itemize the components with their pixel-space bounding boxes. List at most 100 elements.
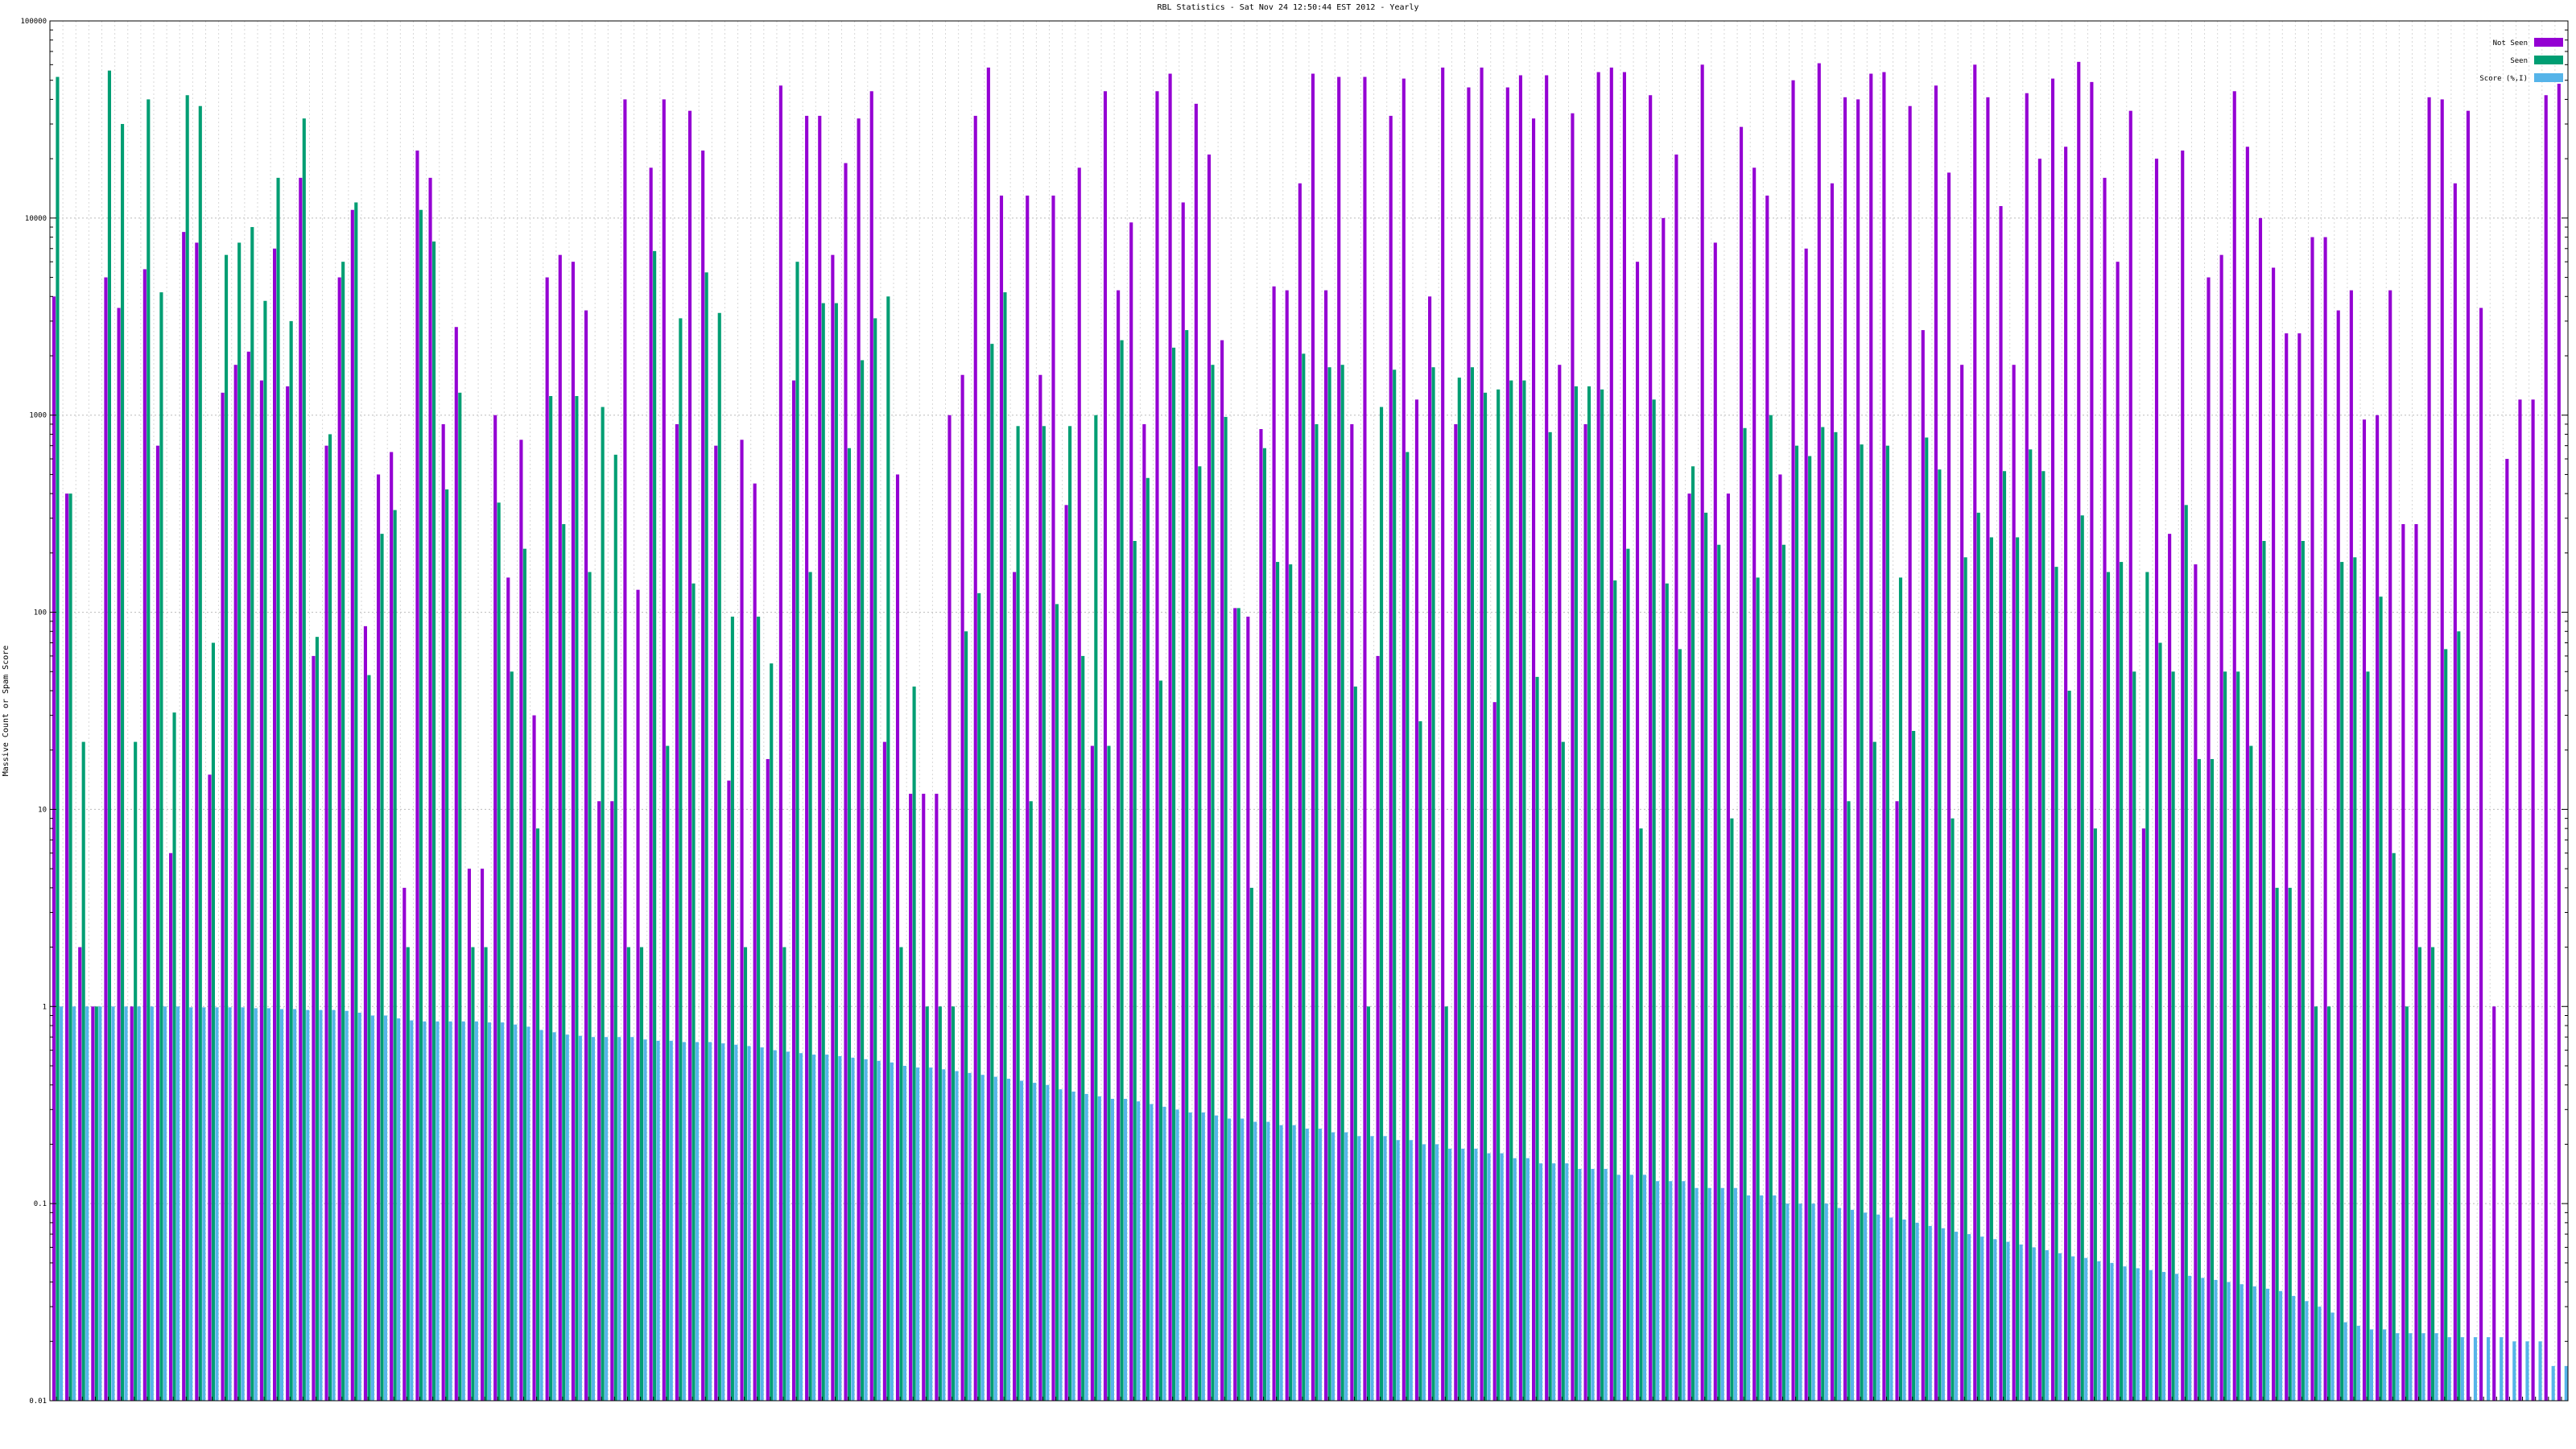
- bar-score: [643, 1039, 647, 1401]
- bar-not-seen: [1571, 113, 1575, 1402]
- bar-seen: [1756, 577, 1760, 1401]
- bar-seen: [1781, 544, 1785, 1401]
- bar-not-seen: [1013, 572, 1017, 1401]
- bar-score: [1604, 1169, 1608, 1401]
- bar-not-seen: [1558, 365, 1562, 1401]
- bar-not-seen: [2414, 524, 2418, 1402]
- bar-score: [916, 1067, 920, 1401]
- bar-not-seen: [1324, 290, 1328, 1402]
- bar-not-seen: [1986, 97, 1990, 1402]
- bar-seen: [328, 434, 332, 1402]
- bar-seen: [1730, 818, 1734, 1401]
- bar-not-seen: [1389, 115, 1393, 1402]
- bar-seen: [1925, 437, 1929, 1401]
- bar-score: [578, 1035, 582, 1401]
- bar-score: [2292, 1295, 2296, 1401]
- bar-score: [2383, 1329, 2387, 1401]
- bar-not-seen: [246, 351, 250, 1401]
- bar-seen: [1418, 720, 1422, 1401]
- bar-seen: [419, 209, 423, 1401]
- bar-not-seen: [973, 115, 977, 1402]
- bar-score: [864, 1059, 868, 1401]
- bar-not-seen: [2181, 151, 2185, 1402]
- bar-score: [370, 1015, 374, 1401]
- bar-score: [2019, 1244, 2023, 1401]
- bar-seen: [1535, 676, 1539, 1401]
- bar-seen: [757, 617, 761, 1401]
- bar-seen: [1613, 580, 1617, 1401]
- bar-seen: [1652, 399, 1656, 1402]
- bar-score: [111, 1006, 115, 1401]
- bar-not-seen: [312, 655, 316, 1401]
- bar-seen: [562, 524, 566, 1402]
- bar-not-seen: [1181, 202, 1185, 1402]
- bar-seen: [1068, 426, 1072, 1401]
- bar-seen: [2288, 887, 2292, 1401]
- bar-seen: [2197, 758, 2201, 1401]
- bar-seen: [1366, 1006, 1370, 1401]
- bar-seen: [626, 947, 630, 1401]
- bar-seen: [147, 99, 151, 1401]
- bar-score: [1864, 1212, 1868, 1401]
- bar-score: [514, 1024, 518, 1401]
- bar-not-seen: [1337, 76, 1341, 1402]
- bar-score: [228, 1007, 232, 1401]
- bar-seen: [925, 1006, 929, 1401]
- bar-score: [1928, 1225, 1932, 1401]
- bar-not-seen: [2336, 310, 2340, 1401]
- bar-not-seen: [169, 852, 173, 1401]
- bar-seen: [2301, 540, 2305, 1401]
- bar-seen: [1847, 801, 1851, 1401]
- bar-score: [2447, 1337, 2451, 1401]
- bar-seen: [2431, 947, 2435, 1401]
- bar-seen: [1289, 564, 1293, 1402]
- bar-score: [357, 1013, 361, 1401]
- bar-seen: [263, 300, 267, 1401]
- bar-score: [2084, 1257, 2088, 1401]
- bar-score: [345, 1010, 349, 1401]
- bar-score: [410, 1020, 414, 1401]
- bar-score: [1292, 1125, 1296, 1401]
- bar-score: [630, 1037, 634, 1401]
- bar-score: [2136, 1268, 2140, 1401]
- bar-score: [747, 1046, 751, 1401]
- bar-not-seen: [467, 869, 471, 1401]
- bar-seen: [1016, 426, 1020, 1401]
- bar-not-seen: [2037, 159, 2041, 1401]
- bar-seen: [834, 303, 838, 1401]
- bar-not-seen: [662, 99, 666, 1401]
- bar-seen: [1146, 477, 1150, 1401]
- bar-seen: [601, 407, 605, 1401]
- bar-not-seen: [2154, 159, 2159, 1401]
- bar-score: [1811, 1203, 1815, 1401]
- bar-seen: [224, 254, 229, 1402]
- bar-seen: [1717, 544, 1721, 1401]
- bar-not-seen: [1311, 73, 1315, 1402]
- chart-title: RBL Statistics - Sat Nov 24 12:50:44 EST…: [1157, 3, 1418, 12]
- bar-score: [150, 1006, 154, 1401]
- bar-score: [708, 1042, 712, 1401]
- bar-seen: [2379, 597, 2383, 1401]
- bar-score: [2330, 1312, 2334, 1401]
- bar-seen: [250, 227, 254, 1402]
- bar-score: [1461, 1148, 1465, 1401]
- bar-not-seen: [2285, 333, 2289, 1401]
- bar-not-seen: [1856, 99, 1860, 1401]
- bar-seen: [2067, 691, 2071, 1401]
- bar-seen: [2236, 671, 2240, 1401]
- bar-seen: [679, 318, 683, 1401]
- bar-not-seen: [78, 947, 82, 1401]
- bar-seen: [1444, 1006, 1448, 1401]
- bar-seen: [782, 947, 786, 1401]
- bar-seen: [1912, 730, 1916, 1401]
- bar-score: [812, 1055, 816, 1401]
- bar-score: [85, 1006, 89, 1401]
- bar-not-seen: [1869, 73, 1873, 1402]
- bar-score: [1253, 1121, 1257, 1401]
- bar-score: [1850, 1209, 1855, 1401]
- bar-not-seen: [2376, 415, 2380, 1401]
- bar-not-seen: [1609, 67, 1613, 1401]
- bar-score: [1110, 1099, 1115, 1401]
- bar-score: [293, 1009, 297, 1401]
- bar-not-seen: [2012, 365, 2016, 1401]
